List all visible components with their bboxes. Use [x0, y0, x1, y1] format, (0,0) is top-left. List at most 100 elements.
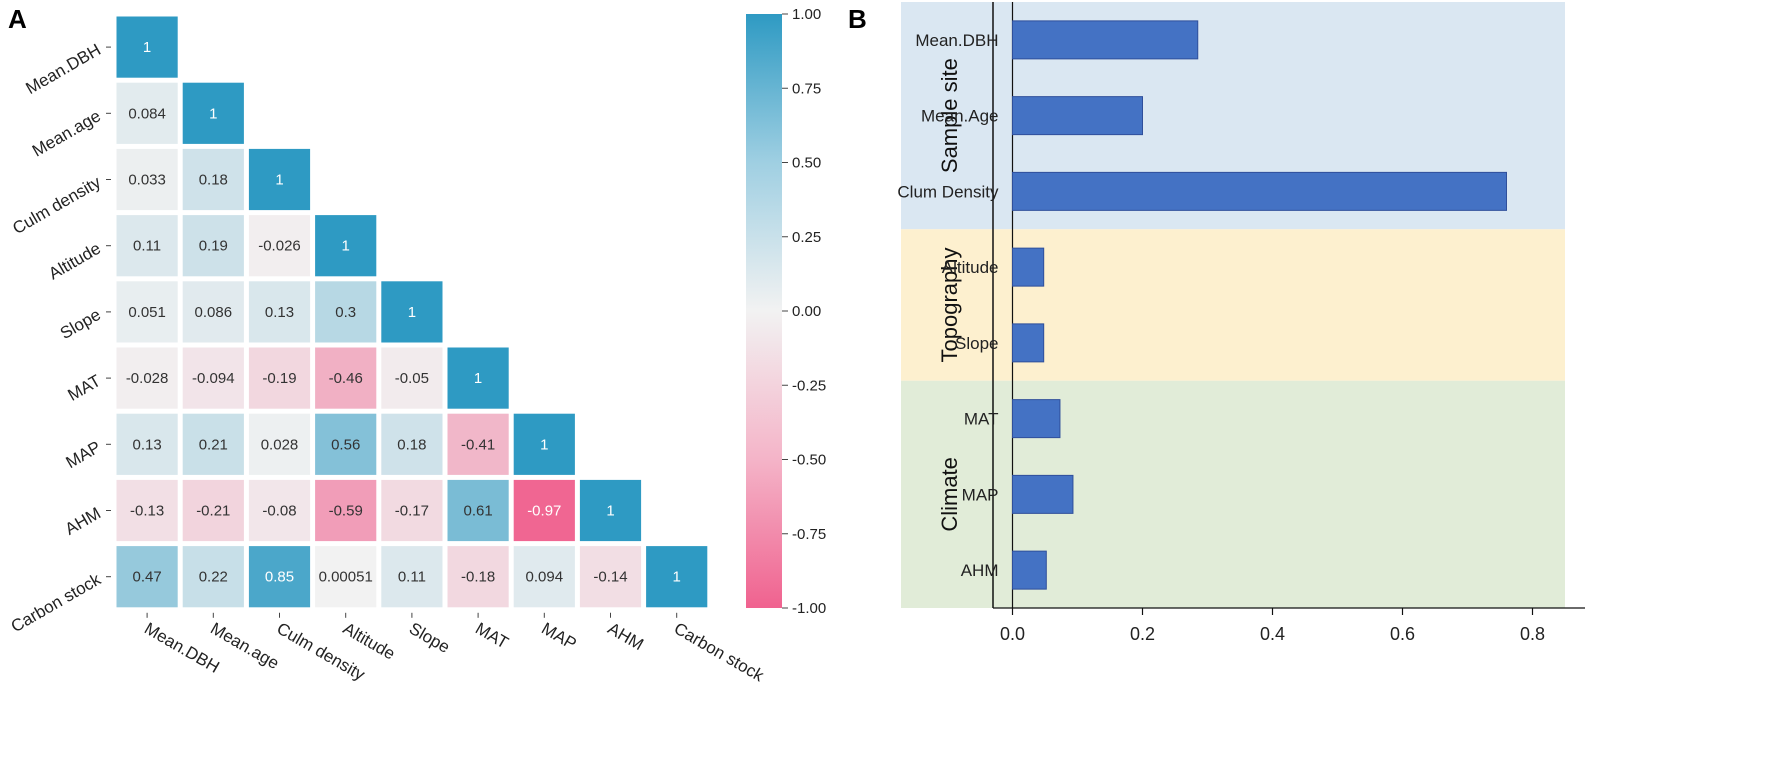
heatmap-cell-value: 0.084 — [128, 105, 166, 122]
y-tick-label: Altitude — [45, 239, 104, 284]
colorbar-gradient — [746, 14, 782, 608]
heatmap-cell — [381, 413, 443, 475]
heatmap-cell-value: 0.18 — [199, 172, 228, 189]
x-tick-label: 0.4 — [1260, 624, 1285, 644]
heatmap-cell-value: 1 — [474, 370, 482, 387]
x-tick-label: Mean.DBH — [141, 619, 223, 677]
group-band — [901, 229, 1565, 381]
x-tick-label: MAT — [472, 619, 511, 653]
heatmap-cell-value: 1 — [209, 105, 217, 122]
heatmap-cell — [116, 281, 178, 343]
colorbar-tick-label: 0.75 — [792, 80, 821, 97]
heatmap-cell — [315, 215, 377, 277]
y-tick-label: MAP — [63, 437, 104, 472]
heatmap-cell — [447, 546, 509, 608]
heatmap-cell — [315, 413, 377, 475]
bar — [1012, 96, 1143, 136]
heatmap-cell — [182, 281, 244, 343]
heatmap-cell-value: 0.094 — [526, 569, 564, 586]
heatmap-cell-value: -0.97 — [527, 503, 561, 520]
heatmap-cell — [116, 215, 178, 277]
heatmap-cell-value: -0.08 — [262, 503, 296, 520]
heatmap-cell — [447, 347, 509, 409]
heatmap-cell — [381, 347, 443, 409]
y-tick-label: MAT — [65, 371, 104, 405]
panel-a-label: A — [8, 4, 27, 34]
heatmap-cell — [182, 347, 244, 409]
group-band — [901, 380, 1565, 608]
heatmap-cell-value: 0.61 — [463, 503, 492, 520]
y-tick-label: Culm density — [9, 172, 104, 238]
category-label: Mean.Age — [921, 107, 999, 126]
heatmap-cell — [315, 479, 377, 542]
heatmap-cell — [248, 148, 311, 211]
x-tick-label: 0.2 — [1130, 624, 1155, 644]
group-label: Climate — [937, 457, 962, 532]
category-label: Clum Density — [897, 182, 999, 201]
heatmap-cell-value: -0.17 — [395, 503, 429, 520]
x-tick-label: MAP — [538, 619, 579, 654]
importance-bar-chart: Sample site Topography Climate Mean.DBH Mean… — [897, 2, 1585, 644]
heatmap-cell-value: -0.59 — [329, 503, 363, 520]
heatmap-cell-value: 0.56 — [331, 436, 360, 453]
heatmap-cell — [182, 546, 244, 608]
heatmap-cell — [315, 281, 377, 343]
heatmap-cell — [315, 347, 377, 409]
heatmap-cell-value: -0.41 — [461, 436, 495, 453]
heatmap-cell-value: 0.21 — [199, 436, 228, 453]
y-tick-label: Carbon stock — [8, 569, 105, 636]
heatmap-cell-value: 0.13 — [265, 304, 294, 321]
category-label: Slope — [955, 334, 998, 353]
bar — [1012, 247, 1045, 287]
heatmap-cell — [116, 148, 178, 211]
colorbar-tick-label: 0.50 — [792, 155, 821, 172]
heatmap-cell — [182, 148, 244, 211]
bar — [1012, 399, 1061, 439]
heatmap-cell-value: 0.22 — [199, 569, 228, 586]
y-tick-label: Mean.DBH — [22, 40, 104, 98]
heatmap-cell — [116, 82, 178, 144]
heatmap-cell-value: -0.46 — [329, 370, 363, 387]
heatmap-cell-value: 0.00051 — [319, 569, 373, 586]
heatmap-cell — [116, 16, 178, 78]
heatmap-cell — [116, 546, 178, 608]
bar — [1012, 20, 1199, 60]
bar — [1012, 323, 1045, 363]
heatmap-cell-value: 0.033 — [128, 172, 166, 189]
x-tick-label: AHM — [605, 619, 647, 654]
category-label: AHM — [961, 561, 999, 580]
heatmap-cell-value: 0.028 — [261, 436, 299, 453]
heatmap-cell — [182, 82, 244, 144]
heatmap-cell-value: 0.051 — [128, 304, 166, 321]
heatmap-cell-value: -0.026 — [258, 238, 301, 255]
y-tick-label: Mean.age — [29, 106, 104, 160]
category-label: Altitude — [942, 258, 999, 277]
heatmap-cell-value: -0.14 — [593, 569, 627, 586]
category-label: MAT — [964, 410, 999, 429]
heatmap-cell — [248, 479, 311, 542]
colorbar-tick-label: -0.75 — [792, 526, 826, 543]
colorbar-tick-label: 0.00 — [792, 303, 821, 320]
heatmap-cell — [116, 347, 178, 409]
heatmap-cell — [182, 413, 244, 475]
group-label: Topography — [937, 248, 962, 363]
heatmap-cell — [248, 413, 311, 475]
heatmap-cell-value: -0.21 — [196, 503, 230, 520]
heatmap-cell-value: 1 — [275, 172, 283, 189]
bar — [1012, 171, 1507, 211]
heatmap-cell — [447, 413, 509, 475]
colorbar-tick-label: -0.50 — [792, 452, 826, 469]
heatmap-cell — [646, 546, 708, 608]
heatmap-cell — [381, 546, 443, 608]
heatmap-cell-value: 0.11 — [133, 238, 161, 255]
heatmap-cell — [182, 215, 244, 277]
colorbar-tick-label: 1.00 — [792, 6, 821, 23]
group-label: Sample site — [937, 58, 962, 173]
heatmap-cell — [248, 215, 311, 277]
heatmap-cell-value: 1 — [342, 238, 350, 255]
heatmap-cell — [248, 546, 311, 608]
x-tick-label: Carbon stock — [671, 619, 768, 686]
heatmap-cell — [513, 479, 575, 542]
